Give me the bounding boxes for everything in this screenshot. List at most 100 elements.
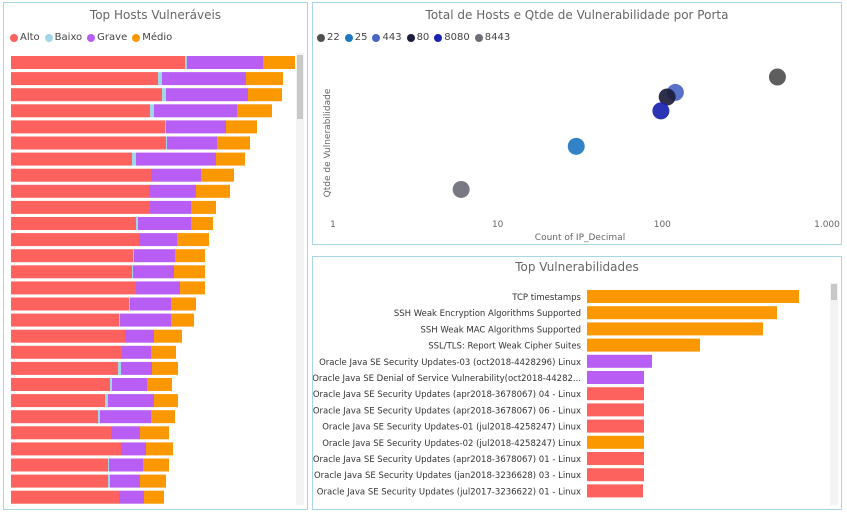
host-bar-segment-médio[interactable]: [175, 249, 205, 263]
top-hosts-scrollbar-thumb[interactable]: [297, 55, 303, 119]
host-bar-segment-médio[interactable]: [151, 410, 175, 424]
host-bar-segment-baixo[interactable]: [119, 313, 120, 327]
scatter-legend-item[interactable]: 25: [344, 32, 367, 43]
host-bar-segment-baixo[interactable]: [185, 56, 187, 69]
host-bar-segment-baixo[interactable]: [150, 104, 154, 118]
host-bar-segment-grave[interactable]: [120, 313, 171, 327]
host-bar-segment-baixo[interactable]: [105, 394, 108, 408]
vuln-bar[interactable]: [587, 484, 643, 498]
scatter-legend-item[interactable]: 8443: [474, 32, 510, 43]
host-bar-segment-baixo[interactable]: [108, 474, 110, 488]
host-bar-segment-alto[interactable]: [11, 281, 136, 295]
host-bar-segment-alto[interactable]: [11, 394, 105, 408]
host-bar-segment-médio[interactable]: [246, 72, 283, 86]
host-bar-segment-grave[interactable]: [122, 345, 151, 359]
top-hosts-scrollbar[interactable]: [296, 53, 304, 505]
host-bar-segment-médio[interactable]: [140, 426, 169, 440]
host-bar-segment-médio[interactable]: [180, 281, 205, 295]
vuln-bar[interactable]: [587, 403, 644, 417]
host-bar-segment-baixo[interactable]: [118, 361, 121, 375]
host-bar-segment-médio[interactable]: [154, 394, 178, 408]
host-bar-segment-grave[interactable]: [149, 184, 196, 198]
host-bar-segment-médio[interactable]: [146, 442, 173, 456]
host-bar-segment-alto[interactable]: [11, 233, 139, 247]
host-bar-segment-baixo[interactable]: [129, 297, 130, 311]
host-bar-segment-alto[interactable]: [11, 474, 108, 488]
host-bar-segment-médio[interactable]: [171, 297, 196, 311]
host-bar-segment-médio[interactable]: [226, 120, 257, 134]
vuln-bar[interactable]: [587, 371, 644, 384]
vuln-bar[interactable]: [587, 322, 763, 336]
hosts-legend-item[interactable]: Grave: [87, 32, 127, 43]
host-bar-segment-médio[interactable]: [191, 217, 213, 230]
host-bar-segment-alto[interactable]: [11, 458, 108, 472]
host-bar-segment-alto[interactable]: [11, 217, 136, 230]
host-bar-segment-alto[interactable]: [11, 490, 119, 504]
host-bar-segment-alto[interactable]: [11, 104, 150, 118]
host-bar-segment-grave[interactable]: [100, 410, 151, 424]
host-bar-segment-grave[interactable]: [110, 474, 140, 488]
host-bar-segment-médio[interactable]: [237, 104, 272, 118]
host-bar-segment-alto[interactable]: [11, 249, 133, 263]
host-bar-segment-baixo[interactable]: [162, 88, 166, 102]
host-bar-segment-alto[interactable]: [11, 442, 121, 456]
host-bar-segment-alto[interactable]: [11, 426, 111, 440]
host-bar-segment-médio[interactable]: [144, 490, 164, 504]
scatter-legend-item[interactable]: 443: [372, 32, 402, 43]
scatter-point-port-8443[interactable]: [452, 180, 470, 198]
vuln-bar[interactable]: [587, 452, 644, 465]
host-bar-segment-grave[interactable]: [150, 200, 191, 214]
top-vulns-scrollbar-thumb[interactable]: [831, 284, 837, 300]
host-bar-segment-médio[interactable]: [154, 329, 182, 343]
scatter-legend-item[interactable]: 8080: [434, 32, 470, 43]
top-vulns-scrollbar[interactable]: [830, 283, 838, 505]
host-bar-segment-baixo[interactable]: [165, 120, 166, 134]
host-bar-segment-alto[interactable]: [11, 56, 185, 69]
host-bar-segment-grave[interactable]: [151, 168, 201, 182]
host-bar-segment-grave[interactable]: [121, 361, 152, 375]
host-bar-segment-alto[interactable]: [11, 297, 129, 311]
host-bar-segment-médio[interactable]: [196, 184, 230, 198]
scatter-point-port-22[interactable]: [768, 68, 786, 86]
host-bar-segment-baixo[interactable]: [166, 136, 167, 150]
scatter-point-port-80[interactable]: [658, 88, 676, 106]
host-bar-segment-alto[interactable]: [11, 345, 122, 359]
host-bar-segment-baixo[interactable]: [133, 249, 134, 263]
vuln-bar[interactable]: [587, 468, 644, 482]
host-bar-segment-médio[interactable]: [143, 458, 169, 472]
hosts-legend-item[interactable]: Baixo: [44, 32, 82, 43]
host-bar-segment-grave[interactable]: [130, 297, 171, 311]
host-bar-segment-médio[interactable]: [151, 345, 176, 359]
scatter-point-port-8080[interactable]: [652, 102, 670, 120]
host-bar-segment-baixo[interactable]: [108, 458, 109, 472]
host-bar-segment-médio[interactable]: [191, 200, 216, 214]
scatter-legend-item[interactable]: 22: [317, 32, 340, 43]
host-bar-segment-médio[interactable]: [171, 313, 194, 327]
host-bar-segment-grave[interactable]: [133, 265, 174, 279]
host-bar-segment-médio[interactable]: [140, 474, 166, 488]
host-bar-segment-grave[interactable]: [125, 329, 154, 343]
host-bar-segment-médio[interactable]: [217, 136, 250, 150]
hosts-legend-item[interactable]: Alto: [10, 32, 40, 43]
host-bar-segment-grave[interactable]: [162, 72, 246, 86]
host-bar-segment-médio[interactable]: [263, 56, 295, 69]
host-bar-segment-grave[interactable]: [134, 249, 175, 263]
host-bar-segment-baixo[interactable]: [158, 72, 162, 86]
host-bar-segment-médio[interactable]: [216, 152, 245, 166]
host-bar-segment-alto[interactable]: [11, 72, 158, 86]
vuln-bar[interactable]: [587, 306, 777, 320]
host-bar-segment-médio[interactable]: [201, 168, 234, 182]
host-bar-segment-médio[interactable]: [174, 265, 205, 279]
host-bar-segment-alto[interactable]: [11, 168, 151, 182]
host-bar-segment-grave[interactable]: [136, 152, 216, 166]
host-bar-segment-alto[interactable]: [11, 313, 119, 327]
vuln-bar[interactable]: [587, 290, 799, 303]
host-bar-segment-alto[interactable]: [11, 120, 165, 134]
host-bar-segment-alto[interactable]: [11, 200, 150, 214]
host-bar-segment-baixo[interactable]: [98, 410, 100, 424]
host-bar-segment-grave[interactable]: [111, 426, 140, 440]
vuln-bar[interactable]: [587, 387, 644, 401]
host-bar-segment-grave[interactable]: [136, 281, 180, 295]
host-bar-segment-alto[interactable]: [11, 184, 149, 198]
host-bar-segment-alto[interactable]: [11, 88, 162, 102]
